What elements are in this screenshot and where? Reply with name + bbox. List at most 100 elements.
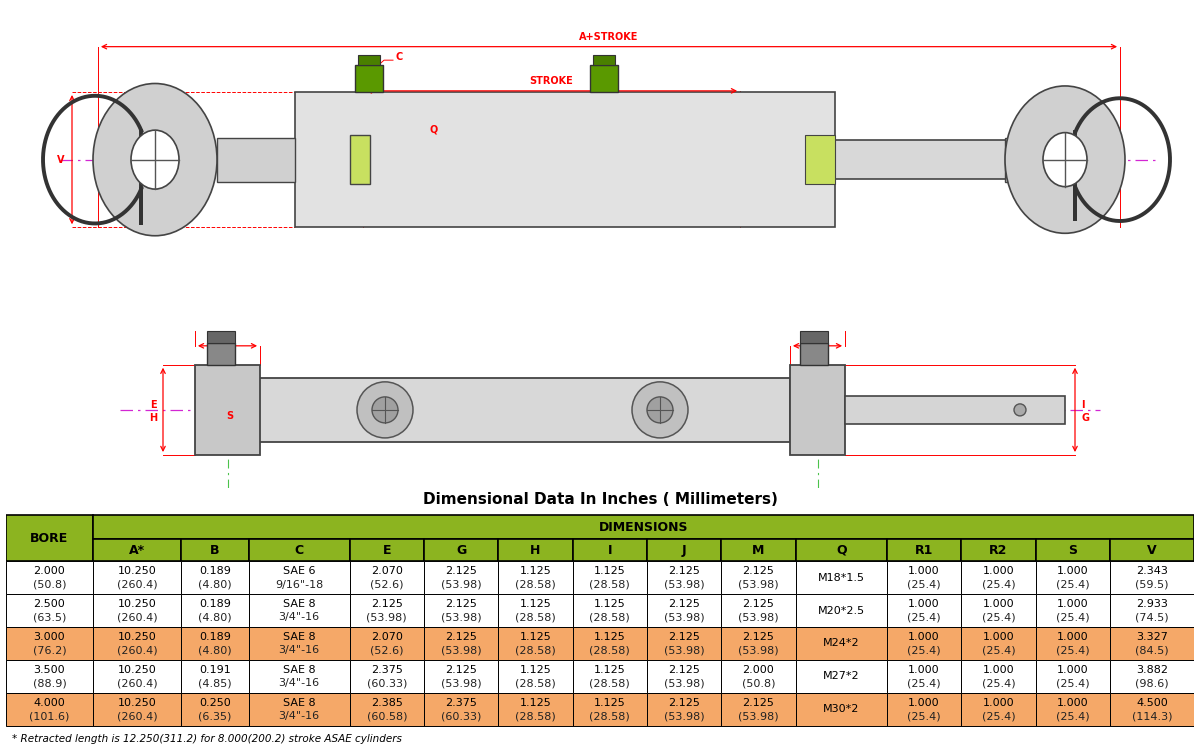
Text: (28.58): (28.58) <box>589 678 630 688</box>
Bar <box>647 539 721 561</box>
Text: SAE 8: SAE 8 <box>283 665 316 675</box>
Text: (25.4): (25.4) <box>982 612 1015 623</box>
Text: J: J <box>682 544 686 557</box>
Text: (28.58): (28.58) <box>515 711 556 721</box>
Text: E: E <box>383 544 391 557</box>
Text: (84.5): (84.5) <box>1135 645 1169 656</box>
Bar <box>498 660 572 693</box>
Circle shape <box>131 130 179 189</box>
Text: (76.2): (76.2) <box>32 645 66 656</box>
Bar <box>1036 594 1110 627</box>
Text: R1: R1 <box>914 544 934 557</box>
Text: A+STROKE: A+STROKE <box>580 32 638 42</box>
Text: 2.125: 2.125 <box>743 633 774 642</box>
Text: B: B <box>210 544 220 557</box>
Text: (50.8): (50.8) <box>32 580 66 589</box>
Bar <box>887 594 961 627</box>
Text: 0.189: 0.189 <box>199 633 230 642</box>
Text: 1.125: 1.125 <box>594 698 625 708</box>
Text: 1.000: 1.000 <box>983 566 1014 577</box>
Text: (25.4): (25.4) <box>1056 678 1090 688</box>
Bar <box>208 331 235 343</box>
Text: G: G <box>1081 413 1090 423</box>
Bar <box>92 660 181 693</box>
Text: I: I <box>1081 400 1085 410</box>
Circle shape <box>632 382 688 438</box>
Text: R2: R2 <box>989 544 1008 557</box>
Text: 0.191: 0.191 <box>199 665 230 675</box>
Text: 10.250: 10.250 <box>118 633 156 642</box>
Text: 1.000: 1.000 <box>1057 665 1088 675</box>
Text: (4.80): (4.80) <box>198 645 232 656</box>
Text: 2.375: 2.375 <box>371 665 403 675</box>
Text: 0.250: 0.250 <box>199 698 230 708</box>
Bar <box>790 365 845 455</box>
Bar <box>248 561 349 594</box>
Circle shape <box>372 397 398 423</box>
Text: (101.6): (101.6) <box>29 711 70 721</box>
Text: 1.125: 1.125 <box>520 633 551 642</box>
Bar <box>6 660 92 693</box>
Bar <box>424 539 498 561</box>
Text: 10.250: 10.250 <box>118 665 156 675</box>
Text: (4.80): (4.80) <box>198 612 232 623</box>
Text: (114.3): (114.3) <box>1132 711 1172 721</box>
Bar <box>961 594 1036 627</box>
Text: 1.125: 1.125 <box>520 599 551 609</box>
Text: 3/4"-16: 3/4"-16 <box>278 645 319 656</box>
Bar <box>647 660 721 693</box>
Bar <box>349 693 424 726</box>
Text: B: B <box>368 76 374 86</box>
Bar <box>721 539 796 561</box>
Text: S: S <box>1068 544 1078 557</box>
Text: H: H <box>530 544 541 557</box>
Text: 1.125: 1.125 <box>594 665 625 675</box>
Bar <box>181 561 248 594</box>
Text: (53.98): (53.98) <box>440 612 481 623</box>
Text: (53.98): (53.98) <box>440 580 481 589</box>
Text: (25.4): (25.4) <box>907 711 941 721</box>
Text: (28.58): (28.58) <box>589 645 630 656</box>
Text: M20*2.5: M20*2.5 <box>817 606 865 615</box>
Text: (260.4): (260.4) <box>116 678 157 688</box>
Bar <box>961 693 1036 726</box>
Text: R1: R1 <box>182 209 197 219</box>
Text: 4.000: 4.000 <box>34 698 65 708</box>
Text: 1.125: 1.125 <box>520 698 551 708</box>
Bar <box>217 138 295 182</box>
Text: (25.4): (25.4) <box>907 645 941 656</box>
Text: 3/4"-16: 3/4"-16 <box>278 612 319 623</box>
Text: 10.250: 10.250 <box>118 566 156 577</box>
Text: 1.000: 1.000 <box>983 698 1014 708</box>
Bar <box>961 627 1036 660</box>
Bar <box>1036 693 1110 726</box>
Text: 1.000: 1.000 <box>908 633 940 642</box>
Bar <box>248 660 349 693</box>
Text: M30*2: M30*2 <box>823 704 859 714</box>
Text: 2.070: 2.070 <box>371 633 403 642</box>
Text: (25.4): (25.4) <box>982 711 1015 721</box>
Text: 1.000: 1.000 <box>983 599 1014 609</box>
Text: (25.4): (25.4) <box>1056 645 1090 656</box>
Bar <box>181 693 248 726</box>
Bar <box>498 627 572 660</box>
Text: 2.125: 2.125 <box>743 599 774 609</box>
Text: 2.385: 2.385 <box>371 698 403 708</box>
Text: (53.98): (53.98) <box>440 645 481 656</box>
Text: 1.000: 1.000 <box>908 665 940 675</box>
Text: 1.000: 1.000 <box>983 665 1014 675</box>
Bar <box>845 396 1066 424</box>
Text: (25.4): (25.4) <box>1056 711 1090 721</box>
Text: 2.125: 2.125 <box>445 633 478 642</box>
Text: 2.125: 2.125 <box>445 665 478 675</box>
Bar <box>424 627 498 660</box>
Text: (53.98): (53.98) <box>738 711 779 721</box>
Bar <box>349 660 424 693</box>
Text: (63.5): (63.5) <box>32 612 66 623</box>
Bar <box>961 561 1036 594</box>
Text: M24*2: M24*2 <box>823 638 859 648</box>
Bar <box>647 561 721 594</box>
Bar <box>721 693 796 726</box>
Text: 1.000: 1.000 <box>1057 633 1088 642</box>
Text: (53.98): (53.98) <box>664 580 704 589</box>
